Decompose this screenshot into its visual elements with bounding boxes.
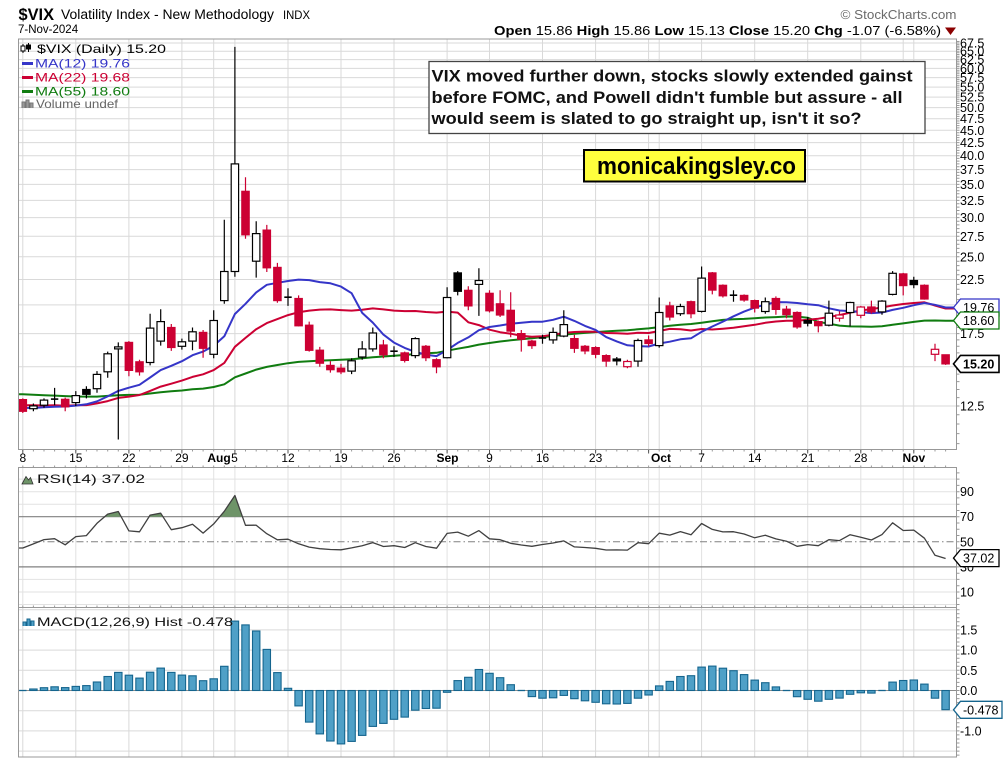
svg-text:21: 21 xyxy=(801,451,815,465)
svg-text:23: 23 xyxy=(589,451,603,465)
svg-text:90: 90 xyxy=(960,485,974,499)
svg-text:$VIX (Daily) 15.20: $VIX (Daily) 15.20 xyxy=(37,42,166,56)
svg-text:would seem is slated to go str: would seem is slated to go straight up, … xyxy=(430,109,861,128)
svg-text:Aug: Aug xyxy=(207,451,230,465)
svg-text:16: 16 xyxy=(536,451,550,465)
svg-text:monicakingsley.co: monicakingsley.co xyxy=(597,153,796,180)
svg-text:9: 9 xyxy=(486,451,493,465)
svg-text:© StockCharts.com: © StockCharts.com xyxy=(841,8,957,22)
svg-text:1.5: 1.5 xyxy=(960,623,977,637)
svg-text:50: 50 xyxy=(960,535,974,549)
svg-text:35.0: 35.0 xyxy=(960,178,984,192)
svg-text:Oct: Oct xyxy=(651,451,671,465)
svg-text:50.0: 50.0 xyxy=(960,101,984,115)
svg-text:5: 5 xyxy=(231,451,238,465)
svg-text:MA(55) 18.60: MA(55) 18.60 xyxy=(35,85,130,99)
svg-text:65.0: 65.0 xyxy=(960,45,984,59)
svg-text:37.02: 37.02 xyxy=(963,552,994,566)
svg-text:32.5: 32.5 xyxy=(960,194,984,208)
svg-text:10: 10 xyxy=(960,586,974,600)
svg-text:47.5: 47.5 xyxy=(960,112,984,126)
svg-text:14: 14 xyxy=(748,451,762,465)
svg-text:-0.478: -0.478 xyxy=(963,703,998,717)
svg-text:22: 22 xyxy=(122,451,136,465)
svg-text:12.5: 12.5 xyxy=(960,400,984,414)
svg-text:45.0: 45.0 xyxy=(960,124,984,138)
svg-text:VIX moved further down, stocks: VIX moved further down, stocks slowly ex… xyxy=(432,67,913,86)
svg-text:19: 19 xyxy=(334,451,348,465)
svg-text:17.5: 17.5 xyxy=(960,327,984,341)
svg-text:57.5: 57.5 xyxy=(960,71,984,85)
svg-text:MA(22) 19.68: MA(22) 19.68 xyxy=(35,71,130,85)
svg-text:40.0: 40.0 xyxy=(960,149,984,163)
svg-text:0.5: 0.5 xyxy=(960,664,977,678)
svg-text:$VIX: $VIX xyxy=(19,5,55,24)
svg-text:60.0: 60.0 xyxy=(960,62,984,76)
svg-text:42.5: 42.5 xyxy=(960,136,984,150)
svg-text:Open 15.86 High 15.86 Low 15.1: Open 15.86 High 15.86 Low 15.13 Close 15… xyxy=(494,24,941,38)
svg-text:29: 29 xyxy=(175,451,189,465)
svg-text:Nov: Nov xyxy=(902,451,925,465)
svg-text:30.0: 30.0 xyxy=(960,211,984,225)
svg-text:37.5: 37.5 xyxy=(960,163,984,177)
svg-text:7: 7 xyxy=(698,451,705,465)
svg-text:Volume undef: Volume undef xyxy=(36,97,119,111)
svg-text:25.0: 25.0 xyxy=(960,250,984,264)
svg-text:MA(12) 19.76: MA(12) 19.76 xyxy=(35,57,130,71)
svg-text:67.5: 67.5 xyxy=(960,37,984,51)
svg-text:55.0: 55.0 xyxy=(960,81,984,95)
svg-text:-1.0: -1.0 xyxy=(960,724,982,738)
svg-text:22.5: 22.5 xyxy=(960,273,984,287)
svg-text:Sep: Sep xyxy=(436,451,458,465)
svg-text:1.0: 1.0 xyxy=(960,644,977,658)
svg-text:70: 70 xyxy=(960,510,974,524)
svg-text:8: 8 xyxy=(19,451,26,465)
svg-text:RSI(14) 37.02: RSI(14) 37.02 xyxy=(37,472,145,486)
svg-text:Volatility Index - New Methodo: Volatility Index - New Methodology xyxy=(61,7,274,22)
svg-text:15.20: 15.20 xyxy=(963,357,994,371)
svg-text:before FOMC, and Powell didn't: before FOMC, and Powell didn't fumble bu… xyxy=(432,88,903,107)
svg-text:12: 12 xyxy=(281,451,295,465)
svg-text:27.5: 27.5 xyxy=(960,230,984,244)
svg-text:MACD(12,26,9) Hist -0.478: MACD(12,26,9) Hist -0.478 xyxy=(37,615,233,629)
svg-text:INDX: INDX xyxy=(283,10,310,22)
svg-text:26: 26 xyxy=(387,451,401,465)
svg-text:18.60: 18.60 xyxy=(963,314,994,328)
svg-text:52.5: 52.5 xyxy=(960,91,984,105)
svg-text:0.0: 0.0 xyxy=(960,684,977,698)
svg-text:15: 15 xyxy=(69,451,83,465)
svg-text:7-Nov-2024: 7-Nov-2024 xyxy=(18,24,79,36)
svg-text:28: 28 xyxy=(854,451,868,465)
svg-text:62.5: 62.5 xyxy=(960,53,984,67)
